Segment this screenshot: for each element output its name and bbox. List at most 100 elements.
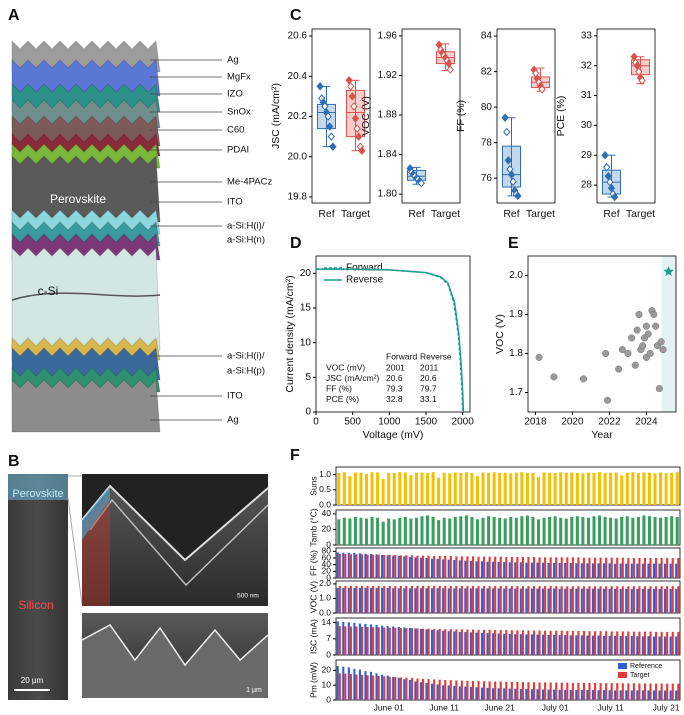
- layer-label: SnOx: [227, 107, 251, 118]
- axis-frame: [496, 28, 556, 204]
- y-tick-label: 19.8: [288, 192, 308, 203]
- bar: [372, 627, 375, 655]
- bar: [342, 666, 345, 700]
- bar: [571, 557, 574, 578]
- data-point: [535, 353, 543, 361]
- y-tick-label: 10: [322, 679, 332, 689]
- table-value: 20.6: [420, 373, 437, 383]
- layer-label: IZO: [227, 89, 243, 100]
- bar: [608, 563, 611, 578]
- bar: [570, 517, 574, 545]
- y-tick-label: 0: [305, 407, 311, 418]
- bar: [619, 563, 622, 578]
- bar: [494, 586, 497, 613]
- x-tick-label: 500: [344, 417, 361, 428]
- bar: [466, 680, 469, 700]
- bar: [464, 560, 467, 578]
- bar: [649, 683, 652, 700]
- bar: [592, 516, 596, 545]
- table-label: PCE (%): [326, 394, 359, 404]
- layer-label: a-Si:H(p): [227, 366, 265, 377]
- bar: [616, 631, 619, 655]
- bar: [553, 563, 556, 578]
- bar: [403, 588, 406, 613]
- bar: [536, 477, 541, 505]
- bar: [364, 671, 367, 700]
- bar: [358, 587, 361, 613]
- bar: [377, 676, 380, 700]
- bar: [442, 588, 445, 613]
- bar: [588, 557, 591, 578]
- bar: [525, 562, 528, 578]
- bar: [431, 472, 435, 505]
- bar: [497, 562, 500, 578]
- bar: [625, 588, 628, 613]
- bar: [670, 472, 674, 505]
- bar: [594, 631, 597, 655]
- y-axis-label: JSC (mA/cm²): [270, 83, 282, 149]
- bar: [494, 681, 497, 700]
- bar: [338, 585, 341, 613]
- bar: [453, 560, 456, 578]
- bar: [480, 588, 484, 613]
- data-point: [445, 59, 453, 68]
- bar: [519, 562, 522, 578]
- bar: [483, 556, 486, 578]
- bar: [614, 518, 618, 545]
- bar: [425, 629, 428, 655]
- data-point: [603, 162, 611, 172]
- bar: [597, 635, 600, 655]
- x-tick-label: 0: [313, 417, 319, 428]
- data-point: [624, 349, 632, 358]
- data-point: [659, 346, 667, 354]
- bar: [448, 473, 452, 505]
- bar: [348, 476, 352, 505]
- bar: [449, 556, 452, 578]
- bar: [369, 587, 373, 613]
- bar: [464, 472, 468, 505]
- table-header: Reverse: [420, 351, 452, 361]
- bar: [660, 683, 663, 700]
- bar: [566, 630, 569, 655]
- bar: [430, 588, 434, 613]
- bar: [475, 476, 480, 505]
- bar: [388, 585, 391, 613]
- bar: [630, 690, 633, 700]
- bar: [658, 690, 661, 700]
- bar: [458, 631, 461, 655]
- y-axis-label: FF (%): [308, 550, 318, 576]
- bar: [664, 517, 668, 545]
- bar: [514, 472, 518, 505]
- bar: [386, 587, 389, 613]
- bar: [582, 682, 586, 700]
- bar: [503, 472, 507, 505]
- panel-label: D: [290, 235, 302, 252]
- highlight-point: [663, 266, 674, 277]
- bar: [558, 689, 561, 700]
- bar: [632, 631, 635, 655]
- bar: [609, 517, 613, 545]
- y-axis-label: Suns: [308, 476, 318, 495]
- bar: [376, 472, 380, 505]
- axis-frame: [335, 547, 681, 579]
- bar: [586, 472, 590, 505]
- bar: [575, 689, 578, 700]
- axis-frame: [311, 28, 371, 204]
- axis-frame: [401, 28, 461, 204]
- layer-stack: Perovskite c-Si Ag MgFx IZO SnOx C60 PDAI Me-4PA…: [11, 39, 272, 433]
- bar: [594, 586, 597, 613]
- bar: [560, 682, 563, 700]
- bar: [366, 675, 369, 700]
- y-tick-label: 20: [300, 268, 312, 279]
- bar: [405, 628, 408, 655]
- bar: [664, 636, 667, 655]
- bar: [569, 689, 572, 700]
- y-tick-label: 1.84: [378, 149, 398, 160]
- bar: [677, 558, 680, 578]
- bar: [670, 516, 674, 545]
- bar: [575, 588, 578, 613]
- bar: [410, 628, 414, 655]
- bar: [653, 517, 657, 545]
- layer-label: MgFx: [227, 72, 251, 83]
- bar: [475, 588, 478, 613]
